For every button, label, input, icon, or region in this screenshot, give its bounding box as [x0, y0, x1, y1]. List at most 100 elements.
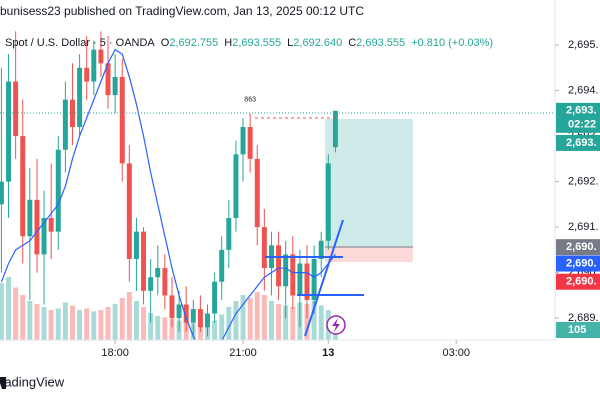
candle-body	[304, 263, 310, 300]
volume-bar	[162, 317, 168, 340]
volume-bar	[212, 320, 218, 340]
x-tick-label: 18:00	[101, 347, 129, 359]
legend-value: 2,693.555	[232, 37, 281, 49]
volume-bar	[119, 298, 125, 340]
volume-bar	[318, 305, 324, 340]
y-tick-label: 2,692.	[568, 176, 599, 188]
footer: radingView	[0, 374, 65, 389]
volume-bar	[133, 301, 139, 340]
candle-body	[318, 240, 324, 259]
price-label: 2,690.	[566, 257, 597, 269]
volume-bar	[84, 308, 90, 340]
legend: Spot / U.S. Dollar · 5 · OANDA O2,692.755…	[5, 37, 493, 49]
legend-key: L	[287, 37, 293, 49]
candle-body	[141, 231, 147, 291]
candle-body	[219, 249, 225, 282]
candle-body	[112, 76, 118, 96]
volume-bar	[155, 316, 161, 340]
stop-zone	[325, 247, 413, 262]
volume-bar	[20, 295, 26, 340]
x-tick-label: 13	[322, 347, 334, 359]
volume-bar	[240, 295, 246, 340]
candle-body	[13, 81, 19, 137]
volume-bar	[304, 304, 310, 340]
candle-body	[48, 218, 54, 232]
legend-value: 2,693.555	[356, 37, 405, 49]
volume-bar	[6, 277, 12, 340]
volume-bar	[13, 287, 19, 340]
y-tick-label: 2,694.	[568, 84, 599, 96]
plot-area	[0, 31, 413, 340]
price-label-bg	[556, 255, 600, 272]
volume-bar	[98, 310, 104, 340]
alert-bolt	[332, 318, 340, 332]
legend-key: O	[161, 37, 170, 49]
candle-body	[105, 63, 111, 96]
candle-body	[91, 49, 97, 82]
candle-body	[133, 231, 139, 259]
candle-body	[212, 281, 218, 314]
candle-body	[190, 309, 196, 323]
candle-body	[176, 304, 182, 319]
volume-bar	[268, 301, 274, 340]
candle-body	[126, 163, 132, 259]
candle-body	[311, 258, 317, 300]
candle-body	[283, 254, 289, 287]
candle-body	[332, 110, 338, 148]
volume-bar	[105, 307, 111, 340]
volume-bar	[141, 307, 147, 340]
volume-bar	[62, 302, 68, 340]
volume-bar	[112, 304, 118, 340]
price-label: 2,690.	[566, 276, 597, 288]
header-bg	[0, 2, 370, 20]
price-label: 2,693.	[566, 105, 597, 117]
candle-body	[55, 149, 61, 232]
candle-body	[197, 309, 203, 328]
candle-body	[254, 158, 260, 228]
volume-bar	[34, 304, 40, 340]
volume-bar	[276, 304, 282, 340]
candle-body	[247, 126, 253, 159]
candle-body	[155, 268, 161, 278]
volume-bar	[169, 319, 175, 340]
volume-bar	[55, 308, 61, 340]
volume-bar	[290, 307, 296, 340]
symbol: Spot / U.S. Dollar · 5 · OANDA	[5, 37, 155, 49]
x-tick-label: 03:00	[442, 347, 470, 359]
volume-bar	[254, 292, 260, 340]
candle-body	[98, 49, 104, 64]
volume-bar	[41, 307, 47, 340]
candle-body	[226, 218, 232, 250]
volume-bar	[148, 313, 154, 340]
volume-bar	[0, 283, 4, 340]
candle-body	[6, 81, 12, 182]
candle-body	[325, 163, 331, 241]
moving-average	[0, 48, 336, 340]
volume-bar	[27, 301, 33, 340]
candle-body	[0, 181, 4, 205]
volume-bar	[48, 310, 54, 340]
candle-body	[290, 254, 296, 296]
candle-body	[297, 263, 303, 296]
candle-body	[77, 67, 83, 127]
volume-bar	[283, 305, 289, 340]
candle-body	[84, 67, 90, 82]
candle-body	[276, 245, 282, 287]
drawings	[0, 112, 555, 337]
candle-body	[62, 99, 68, 150]
candle-body	[169, 295, 175, 319]
legend-key: H	[224, 37, 232, 49]
volume-bar	[77, 310, 83, 340]
x-tick-label: 21:00	[229, 347, 257, 359]
price-label-bg	[556, 239, 600, 256]
candle-body	[148, 277, 154, 291]
price-label: 2,690.	[566, 241, 597, 253]
candle-body	[41, 218, 47, 255]
countdown: 02:22	[568, 119, 596, 131]
y-tick-label: 2,695.	[568, 39, 599, 51]
candle-body	[162, 268, 168, 296]
volume-label-bg	[556, 322, 600, 338]
volume-bar	[261, 295, 267, 340]
price-label-bg	[556, 102, 600, 133]
